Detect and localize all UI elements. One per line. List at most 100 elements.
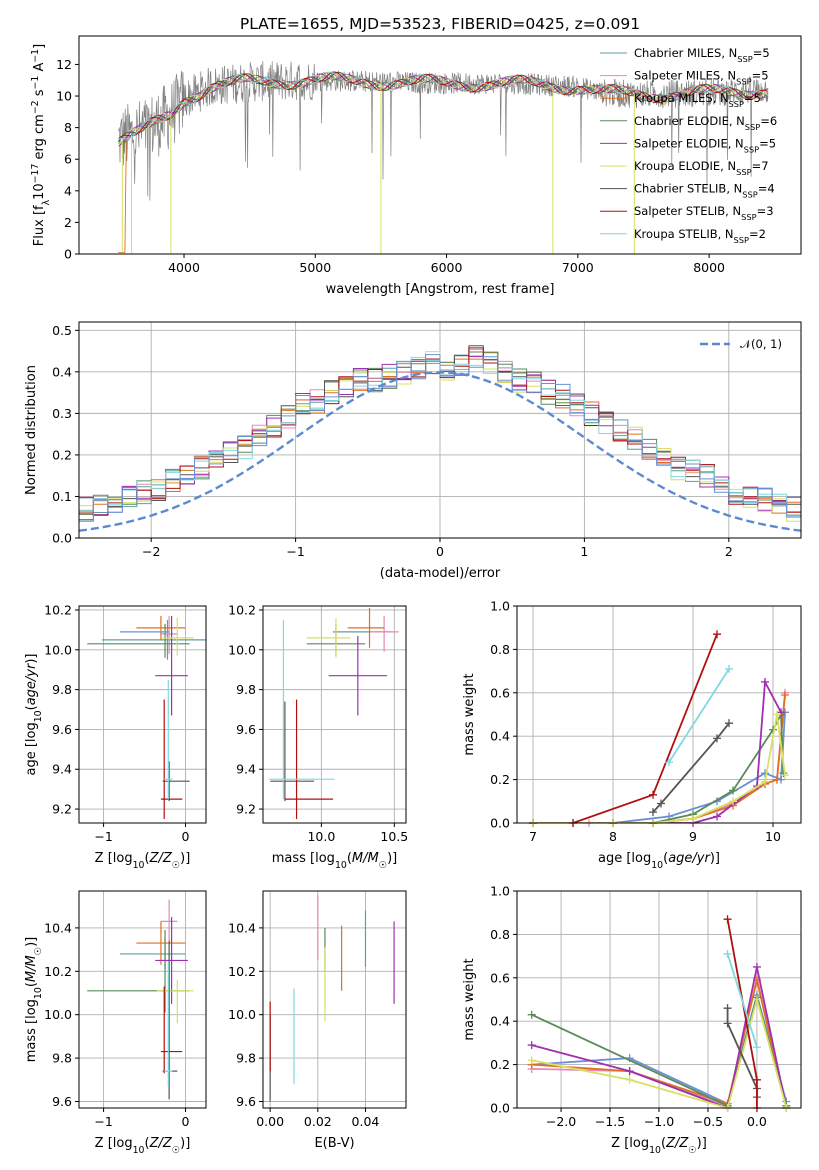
- y-tick-label: 9.4: [236, 762, 256, 777]
- y-axis-label: age [log10(age/yr)]: [24, 653, 44, 775]
- x-tick-label: 7: [529, 829, 537, 844]
- x-tick-label: 9: [689, 829, 697, 844]
- y-tick-label: 9.8: [236, 1051, 256, 1066]
- mass-weight-vs-age-panel: 7 8 9 10 0.0 0.2 0.4 0.6 0.8 1.0 age [log10(age/yr…: [462, 599, 802, 871]
- y-tick-label: 10.0: [44, 1007, 72, 1022]
- y-tick-label: 9.8: [52, 682, 72, 697]
- mass-weight-line: [572, 633, 718, 823]
- y-tick-label: 0.2: [52, 447, 72, 462]
- y-tick-label: 9.8: [236, 682, 256, 697]
- histogram-step: [79, 351, 801, 526]
- mass-weight-line: [726, 953, 758, 1048]
- axes-frame: [78, 605, 207, 824]
- residual-histogram-panel: −2 −1 0 1 2 0.0 0.1 0.2 0.3 0.4 0.5 (data-model)/er…: [24, 321, 802, 581]
- y-tick-label: 0.1: [52, 489, 72, 504]
- age-vs-metallicity-panel: −1 0 9.2 9.4 9.6 9.8 10.0 10.2 Z [log10(Z/Z☉)] ag…: [24, 602, 207, 871]
- model-spectrum-line: [118, 71, 769, 140]
- data-point-marker: [527, 1010, 536, 1019]
- data-point-marker: [729, 797, 737, 806]
- legend-label: Chabrier STELIB, NSSP=4: [634, 182, 775, 200]
- mass-weight-line: [652, 722, 730, 813]
- data-point-marker: [723, 915, 732, 924]
- mass-weight-line: [531, 966, 788, 1108]
- data-point-marker: [752, 1075, 761, 1084]
- x-tick-label: 4000: [168, 260, 200, 275]
- y-tick-label: 0.2: [490, 1057, 510, 1072]
- y-tick-label: 10.2: [44, 602, 72, 617]
- y-tick-label: 0: [64, 247, 72, 262]
- x-tick-label: 0.04: [352, 1114, 380, 1129]
- x-tick-label: 8: [609, 829, 617, 844]
- y-tick-label: 10.2: [228, 964, 256, 979]
- spectrum-panel: 4000 5000 6000 7000 8000 0 2 4 6 8 10 12 wavelength …: [30, 35, 802, 297]
- axes-frame: [78, 35, 802, 255]
- y-tick-label: 10: [56, 89, 72, 104]
- y-axis-label: mass weight: [462, 958, 477, 1040]
- x-tick-label: 7000: [562, 260, 594, 275]
- y-tick-label: 0.5: [52, 323, 72, 338]
- x-tick-label: 0: [182, 1114, 190, 1129]
- data-point-marker: [752, 995, 761, 1004]
- histogram-step: [79, 354, 801, 522]
- x-tick-label: −1.5: [595, 1114, 625, 1129]
- model-spectrum-line: [118, 71, 769, 140]
- x-axis-label: mass [log10(M/M☉)]: [272, 851, 398, 871]
- y-tick-label: 9.6: [236, 722, 256, 737]
- x-axis-label: Z [log10(Z/Z☉)]: [95, 851, 191, 871]
- legend-label: Chabrier MILES, NSSP=5: [634, 46, 770, 64]
- data-point-marker: [725, 664, 733, 673]
- histogram-step: [79, 347, 801, 516]
- axes-frame: [516, 890, 802, 1109]
- y-tick-label: 0.6: [490, 970, 510, 985]
- legend-label: Chabrier ELODIE, NSSP=6: [634, 114, 777, 132]
- mass-weight-line: [668, 668, 730, 763]
- x-tick-label: 0.0: [747, 1114, 767, 1129]
- y-axis-label: Flux [fλ10−17 erg cm−2 s−1 A−1]: [30, 44, 52, 246]
- legend-label: Kroupa ELODIE, NSSP=7: [634, 159, 769, 177]
- x-tick-label: −0.5: [693, 1114, 723, 1129]
- x-tick-label: −1.0: [644, 1114, 674, 1129]
- y-tick-label: 0.8: [490, 642, 510, 657]
- x-tick-label: 0: [182, 829, 190, 844]
- x-tick-label: 10.5: [380, 829, 408, 844]
- normal-distribution-curve: [79, 371, 801, 532]
- y-tick-label: 0.4: [52, 364, 72, 379]
- y-tick-label: 0.4: [490, 729, 510, 744]
- data-point-marker: [649, 790, 657, 799]
- y-tick-label: 10.0: [228, 642, 256, 657]
- data-point-marker: [781, 771, 789, 780]
- legend-label: Salpeter ELODIE, NSSP=5: [634, 136, 776, 154]
- data-point-marker: [649, 808, 657, 817]
- data-point-marker: [723, 1019, 732, 1028]
- mass-weight-line: [533, 714, 786, 823]
- x-tick-label: 10: [765, 829, 781, 844]
- y-tick-label: 9.2: [52, 802, 72, 817]
- data-point-marker: [625, 1067, 634, 1076]
- data-point-marker: [723, 949, 732, 958]
- x-tick-label: 1: [580, 544, 588, 559]
- x-tick-label: 0.00: [256, 1114, 284, 1129]
- y-tick-label: 6: [64, 152, 72, 167]
- histogram-step: [79, 356, 801, 520]
- x-tick-label: −1: [286, 544, 304, 559]
- y-tick-label: 9.6: [52, 722, 72, 737]
- histogram-step: [79, 354, 801, 513]
- histogram-step: [79, 355, 801, 523]
- y-tick-label: 0.0: [490, 1101, 510, 1116]
- y-axis-label: mass [log10(M/M☉)]: [24, 937, 44, 1063]
- legend-label: Salpeter MILES, NSSP=5: [634, 69, 769, 87]
- y-tick-label: 1.0: [490, 884, 510, 899]
- axes-frame: [262, 605, 407, 824]
- y-tick-label: 0.2: [490, 772, 510, 787]
- y-tick-label: 9.6: [236, 1094, 256, 1109]
- mass-weight-line: [531, 996, 788, 1108]
- data-point-marker: [725, 719, 733, 728]
- y-tick-label: 10.2: [228, 602, 256, 617]
- y-tick-label: 0.6: [490, 685, 510, 700]
- x-tick-label: −2: [142, 544, 160, 559]
- data-point-marker: [713, 734, 721, 743]
- mass-weight-line: [533, 694, 786, 823]
- legend-label: Salpeter STELIB, NSSP=3: [634, 204, 774, 222]
- x-axis-label: age [log10(age/yr)]: [598, 851, 720, 871]
